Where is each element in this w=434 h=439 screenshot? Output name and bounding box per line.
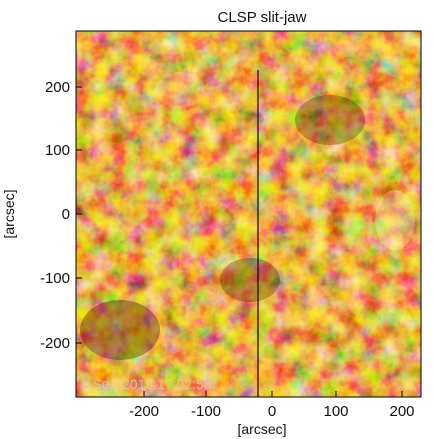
y-tick-label: -200	[40, 335, 70, 352]
x-tick-label: 100	[323, 403, 348, 420]
x-axis-label: [arcsec]	[237, 421, 286, 437]
y-tick-label: 200	[45, 79, 70, 96]
figure-title: CLSP slit-jaw	[218, 9, 307, 26]
y-axis: 200 100 0 -100 -200	[40, 79, 82, 352]
x-tick-label: -100	[191, 403, 221, 420]
x-tick-label: 200	[389, 403, 414, 420]
y-tick-label: 0	[62, 206, 70, 223]
solar-image	[76, 31, 421, 397]
x-tick-label: 0	[268, 403, 276, 420]
x-axis: -200 -100 0 100 200	[129, 391, 415, 420]
y-tick-label: 100	[45, 142, 70, 159]
x-tick-label: -200	[129, 403, 159, 420]
y-tick-label: -100	[40, 270, 70, 287]
timestamp-label: 3-Sep-2015 17:02:58	[80, 376, 212, 392]
y-axis-label: [arcsec]	[1, 189, 17, 238]
